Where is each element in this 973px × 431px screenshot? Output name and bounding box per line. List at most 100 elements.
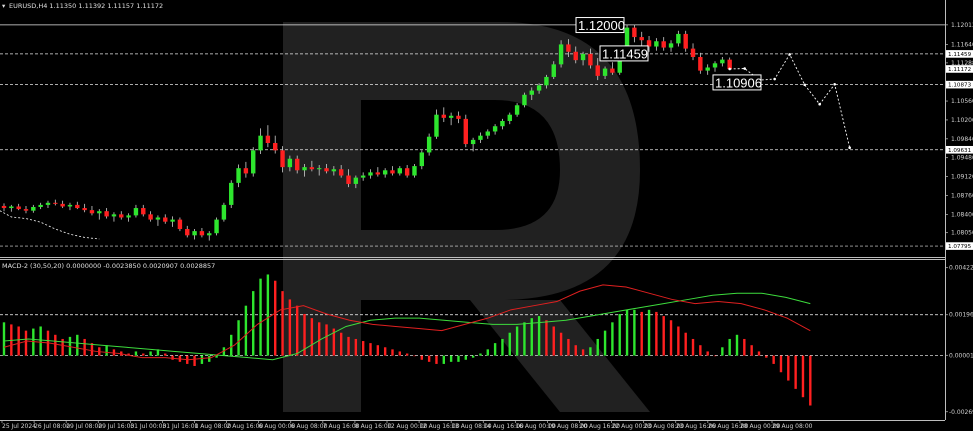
candle[interactable] xyxy=(485,129,490,139)
candle[interactable] xyxy=(492,124,498,135)
candle[interactable] xyxy=(141,204,146,217)
candle[interactable] xyxy=(544,74,549,89)
candle[interactable] xyxy=(207,231,212,241)
candle[interactable] xyxy=(338,165,344,178)
price-pane[interactable] xyxy=(0,24,945,247)
candle[interactable] xyxy=(419,150,425,170)
candle[interactable] xyxy=(588,48,593,69)
candle[interactable] xyxy=(214,217,219,236)
candle[interactable] xyxy=(448,112,454,126)
candle[interactable] xyxy=(89,205,95,216)
candle[interactable] xyxy=(676,30,681,47)
candle[interactable] xyxy=(324,163,329,174)
candle[interactable] xyxy=(529,87,534,101)
candle[interactable] xyxy=(558,40,564,68)
macd-pane[interactable] xyxy=(0,274,945,406)
candle[interactable] xyxy=(199,227,205,238)
candle[interactable] xyxy=(302,163,307,177)
candle[interactable] xyxy=(463,114,468,148)
candle[interactable] xyxy=(331,166,337,176)
candle[interactable] xyxy=(522,92,527,108)
candle[interactable] xyxy=(177,217,183,232)
candle[interactable] xyxy=(360,172,366,181)
candle[interactable] xyxy=(683,30,688,52)
candle[interactable] xyxy=(243,161,249,178)
candle[interactable] xyxy=(155,215,161,226)
candle[interactable] xyxy=(404,165,410,178)
candle[interactable] xyxy=(668,40,674,52)
candle[interactable] xyxy=(31,204,36,213)
candle[interactable] xyxy=(698,52,703,74)
candle[interactable] xyxy=(500,118,505,130)
candle[interactable] xyxy=(646,36,652,52)
candle[interactable] xyxy=(536,83,542,94)
candle[interactable] xyxy=(595,58,600,81)
candle[interactable] xyxy=(45,200,51,209)
candle[interactable] xyxy=(221,202,227,222)
candle[interactable] xyxy=(441,107,446,123)
candle[interactable] xyxy=(104,208,109,219)
candle[interactable] xyxy=(727,57,732,70)
candle[interactable] xyxy=(390,166,395,176)
candle[interactable] xyxy=(251,147,256,177)
candle[interactable] xyxy=(23,205,29,214)
candle[interactable] xyxy=(295,155,300,174)
candle[interactable] xyxy=(551,61,556,80)
candle[interactable] xyxy=(426,133,432,156)
candle[interactable] xyxy=(133,204,139,218)
candle[interactable] xyxy=(119,211,124,220)
candle[interactable] xyxy=(1,203,7,212)
candle[interactable] xyxy=(38,202,43,210)
candle[interactable] xyxy=(126,213,131,222)
candle[interactable] xyxy=(661,37,666,51)
candle[interactable] xyxy=(258,128,263,155)
candle[interactable] xyxy=(580,51,586,66)
price-axis[interactable]: 1.12013 1.11640 1.11288 1.10560 1.10200 1.098… xyxy=(945,22,973,250)
candle[interactable] xyxy=(470,137,476,152)
candle[interactable] xyxy=(280,146,285,173)
candle[interactable] xyxy=(53,199,58,206)
candle[interactable] xyxy=(163,214,168,224)
candle[interactable] xyxy=(82,203,87,213)
candle[interactable] xyxy=(273,135,278,154)
candle[interactable] xyxy=(229,180,234,209)
candle[interactable] xyxy=(16,203,21,211)
candle[interactable] xyxy=(170,216,175,227)
candle[interactable] xyxy=(375,167,381,177)
candle[interactable] xyxy=(316,165,322,176)
candle[interactable] xyxy=(712,61,718,72)
macd-axis[interactable]: 0.0042264 0.0019640 0.0000146 -0.0026999 xyxy=(945,265,973,416)
candle[interactable] xyxy=(67,202,73,211)
candle[interactable] xyxy=(111,212,117,222)
candle[interactable] xyxy=(265,125,271,148)
candle[interactable] xyxy=(185,225,190,238)
candle[interactable] xyxy=(412,163,417,178)
candle[interactable] xyxy=(346,169,351,188)
candle[interactable] xyxy=(610,62,615,75)
candle[interactable] xyxy=(309,160,315,172)
candle[interactable] xyxy=(720,57,725,67)
candle[interactable] xyxy=(514,103,520,117)
candle[interactable] xyxy=(75,201,80,210)
candle[interactable] xyxy=(690,43,696,61)
candle[interactable] xyxy=(632,24,637,43)
candle[interactable] xyxy=(397,166,403,176)
candle[interactable] xyxy=(602,66,608,80)
candle[interactable] xyxy=(192,229,197,240)
candle[interactable] xyxy=(97,209,102,220)
candle[interactable] xyxy=(654,38,659,51)
candle[interactable] xyxy=(287,155,293,172)
candle[interactable] xyxy=(368,169,373,179)
candle[interactable] xyxy=(639,31,644,47)
candle[interactable] xyxy=(148,211,153,222)
candle[interactable] xyxy=(456,111,461,124)
candle[interactable] xyxy=(705,64,710,75)
candle[interactable] xyxy=(60,200,65,209)
candle[interactable] xyxy=(566,39,571,58)
candle[interactable] xyxy=(382,168,388,178)
candle[interactable] xyxy=(236,164,241,188)
candle[interactable] xyxy=(434,109,439,139)
candle[interactable] xyxy=(353,175,359,189)
